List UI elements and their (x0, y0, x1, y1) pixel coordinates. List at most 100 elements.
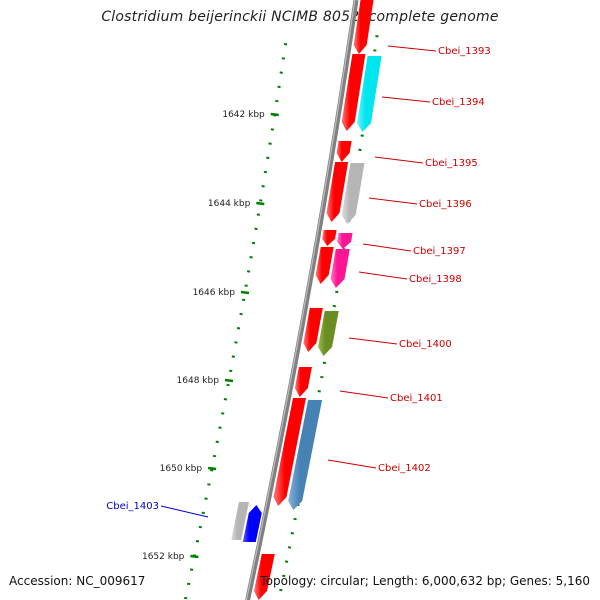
ring-dot (246, 270, 251, 273)
scale-tick (240, 290, 250, 295)
scale-tick (190, 554, 199, 559)
accession-text: Accession: NC_009617 (9, 574, 146, 588)
gene-label[interactable]: Cbei_1398 (409, 274, 462, 285)
label-leader-line (348, 337, 398, 345)
gene-arrow[interactable] (341, 163, 365, 224)
ring-dot (266, 156, 270, 160)
ring-dot (268, 142, 272, 145)
ring-dot (270, 128, 275, 131)
ring-dot (284, 560, 289, 563)
label-leader-line (374, 156, 424, 164)
ring-dot (234, 341, 238, 344)
ring-dot (335, 290, 339, 294)
scale-tick-label: 1648 kbp (177, 376, 220, 386)
cds-arrow[interactable] (254, 554, 275, 600)
label-leader-line (339, 390, 389, 399)
gene-arrow[interactable] (242, 505, 262, 542)
gene-arrow[interactable] (231, 502, 249, 540)
scale-tick (224, 378, 234, 383)
cds-arrow[interactable] (326, 162, 349, 222)
ring-dot (279, 71, 283, 74)
ring-dot (261, 185, 265, 188)
gene-arrow[interactable] (330, 249, 350, 288)
ring-dot (215, 440, 219, 444)
ring-dot (212, 454, 217, 458)
ring-dot (290, 532, 294, 535)
scale-tick-label: 1652 kbp (142, 552, 185, 562)
ring-dot (198, 525, 203, 529)
gene-arrow[interactable] (288, 400, 323, 510)
ring-dot (254, 227, 258, 231)
ring-dot (195, 540, 200, 543)
ring-dot (239, 312, 243, 316)
ring-dot (283, 43, 288, 46)
ring-dot (282, 574, 286, 578)
backbone-line (245, 0, 359, 600)
cds-arrow[interactable] (273, 398, 307, 506)
cds-arrow[interactable] (315, 247, 334, 284)
label-leader-line (387, 45, 437, 52)
cds-arrow[interactable] (341, 54, 366, 131)
ring-dot (320, 375, 324, 379)
ring-dot (229, 369, 233, 373)
scale-tick-label: 1646 kbp (193, 288, 236, 298)
cds-arrow[interactable] (303, 308, 323, 352)
scale-tick (207, 466, 217, 471)
ring-dot (277, 85, 281, 89)
gene-arrow[interactable] (318, 311, 339, 356)
gene-label[interactable]: Cbei_1400 (399, 339, 452, 350)
ring-dot (287, 546, 292, 549)
ring-dot (317, 390, 321, 393)
gene-label[interactable]: Cbei_1397 (413, 246, 466, 257)
gene-label[interactable]: Cbei_1401 (390, 393, 443, 404)
gene-arrow[interactable] (357, 56, 382, 132)
ring-dot (263, 170, 268, 174)
ring-dot (236, 327, 241, 330)
gene-arrow[interactable] (337, 233, 353, 249)
map-title: Clostridium beijerinckii NCIMB 8052, com… (101, 9, 499, 25)
ring-dot (251, 241, 256, 245)
ring-dot (322, 361, 327, 365)
ring-dot (256, 213, 261, 216)
ring-dot (183, 596, 188, 600)
scale-tick-label: 1644 kbp (208, 199, 251, 209)
ring-dot (244, 284, 248, 287)
ring-dot (221, 412, 225, 415)
backbone-highlight (245, 0, 356, 600)
scale-tick-label: 1642 kbp (222, 110, 265, 120)
cds-track (254, 0, 374, 600)
gene-label[interactable]: Cbei_1393 (438, 46, 491, 57)
gene-label[interactable]: Cbei_1395 (425, 158, 478, 169)
ring-dot (231, 355, 236, 358)
gene-label[interactable]: Cbei_1396 (419, 199, 472, 210)
label-leader-line (381, 96, 431, 103)
label-leader-line (327, 459, 377, 469)
gene-label[interactable]: Cbei_1403 (106, 501, 159, 512)
ring-dot (241, 298, 246, 302)
ring-dot (189, 568, 194, 571)
cds-arrow[interactable] (353, 0, 374, 54)
kbp-scale: 1642 kbp 1644 kbp 1646 kbp 1648 kbp 1650 kbp… (142, 110, 279, 562)
gene-label[interactable]: Cbei_1394 (432, 97, 485, 108)
feature-track (231, 56, 382, 542)
ring-dot (259, 199, 263, 202)
ring-dot (275, 99, 279, 103)
scale-tick-label: 1650 kbp (160, 464, 203, 474)
ring-dot (332, 304, 337, 308)
ring-dot (210, 469, 214, 472)
ring-dot (207, 483, 211, 486)
gene-label[interactable]: Cbei_1402 (378, 463, 431, 474)
cds-arrow[interactable] (336, 141, 352, 162)
cds-arrow[interactable] (294, 367, 312, 397)
ring-dot (218, 426, 222, 429)
ring-dot (358, 148, 362, 152)
ring-dot (223, 398, 228, 401)
topology-text: Topology: circular; Length: 6,000,632 bp… (260, 574, 590, 588)
cds-arrow[interactable] (322, 230, 337, 246)
ring-dot (201, 511, 205, 515)
gene-labels: Cbei_1393 Cbei_1394 Cbei_1395 Cbei_1396 Cbei… (106, 45, 491, 518)
scale-tick (270, 112, 279, 117)
ring-dot (360, 134, 364, 137)
ring-dot (375, 35, 379, 38)
